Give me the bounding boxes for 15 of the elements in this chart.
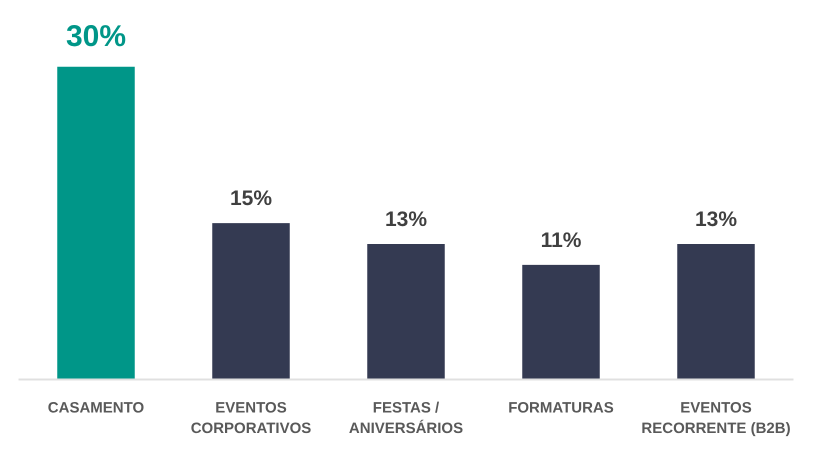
bar [522,264,600,380]
x-tick-label: FESTAS / ANIVERSÁRIOS [348,400,464,437]
x-tick-label: FORMATURAS [508,400,614,416]
bar [212,223,290,380]
x-tick-label: EVENTOS CORPORATIVOS [190,400,312,437]
bar [57,66,135,380]
data-label: 13% [384,208,428,231]
x-tick-label: EVENTOS RECORRENTE (B2B) [641,400,791,437]
x-tick-label: CASAMENTO [48,400,145,416]
bar [367,244,445,380]
data-label: 13% [694,208,738,231]
data-label: 15% [230,187,272,210]
data-label: 30% [66,20,126,53]
bar [677,244,755,380]
data-label: 11% [540,228,582,252]
